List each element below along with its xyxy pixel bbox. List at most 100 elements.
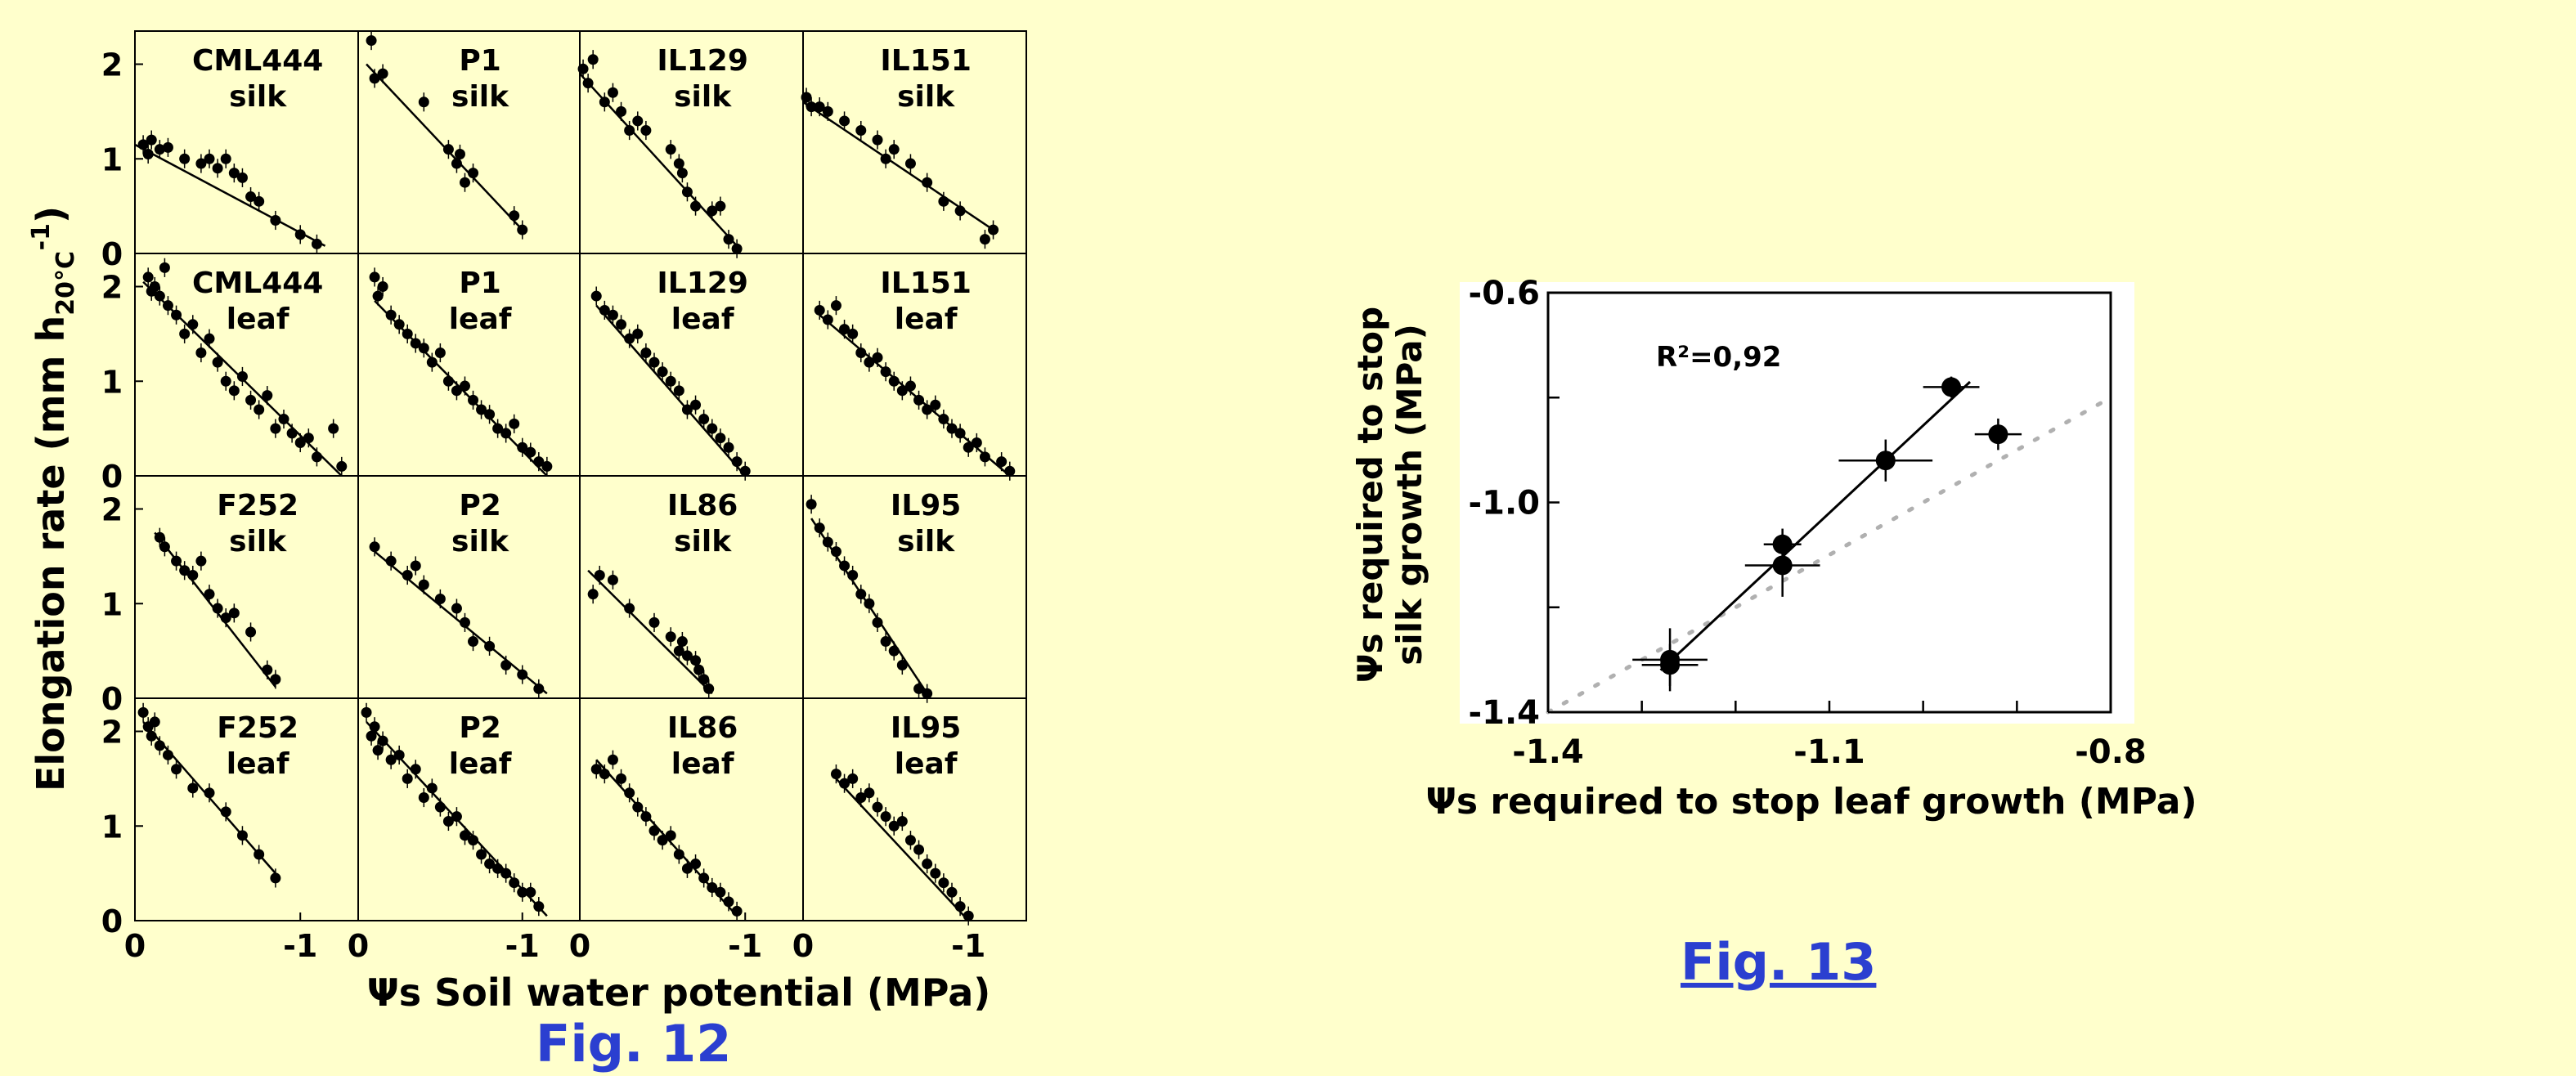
panel-organ-label: silk bbox=[897, 525, 955, 558]
data-point bbox=[179, 153, 191, 164]
panel-organ-label: leaf bbox=[671, 747, 734, 781]
data-point bbox=[681, 186, 693, 198]
data-point bbox=[204, 333, 215, 344]
fig12-y-tick-label: 1 bbox=[101, 141, 123, 177]
data-point bbox=[270, 674, 281, 685]
panel-genotype-label: F252 bbox=[217, 711, 298, 745]
panel-genotype-label: IL86 bbox=[667, 711, 738, 745]
fig13-plot: -1.4 -1.1 -0.8 -0.6 -1.0 -1.4 bbox=[1469, 275, 2147, 771]
data-point bbox=[154, 531, 165, 543]
data-point bbox=[286, 428, 298, 439]
data-point bbox=[361, 706, 372, 718]
data-point bbox=[590, 764, 602, 775]
panel-organ-label: leaf bbox=[671, 303, 734, 336]
data-point bbox=[731, 905, 743, 917]
data-point bbox=[492, 863, 504, 874]
data-point bbox=[938, 414, 949, 425]
data-point bbox=[418, 792, 429, 804]
data-point bbox=[847, 328, 859, 339]
data-point bbox=[996, 456, 1008, 468]
panel-organ-label: leaf bbox=[227, 303, 289, 336]
data-point bbox=[896, 815, 908, 827]
data-point bbox=[410, 560, 421, 572]
panel-genotype-label: CML444 bbox=[192, 267, 323, 300]
panel-organ-label: silk bbox=[229, 525, 287, 558]
data-point bbox=[484, 859, 496, 870]
fig12-x-tick-label: -1 bbox=[505, 928, 540, 964]
fig12-y-tick-label: 2 bbox=[101, 270, 123, 306]
fig13-x-tick-label: -1.1 bbox=[1793, 733, 1865, 771]
data-point bbox=[1004, 465, 1016, 477]
data-point bbox=[500, 428, 512, 439]
data-point bbox=[270, 872, 281, 884]
data-point bbox=[228, 385, 240, 397]
panel-organ-label: silk bbox=[451, 525, 509, 558]
data-point bbox=[665, 375, 676, 387]
fig13-y-tick-label: -1.0 bbox=[1469, 485, 1540, 522]
data-point bbox=[154, 290, 165, 302]
data-point bbox=[880, 153, 891, 164]
data-point bbox=[525, 446, 536, 458]
data-point bbox=[162, 141, 173, 153]
data-point bbox=[451, 811, 462, 823]
data-point bbox=[979, 234, 990, 245]
data-point bbox=[954, 901, 966, 912]
panel-genotype-label: IL129 bbox=[657, 44, 747, 78]
data-point bbox=[162, 749, 173, 760]
fig12-y-tick-label: 1 bbox=[101, 586, 123, 622]
fig12-y-tick-label: 0 bbox=[101, 459, 123, 495]
data-point bbox=[681, 404, 693, 415]
panel-organ-label: leaf bbox=[449, 303, 512, 336]
data-point bbox=[377, 735, 388, 746]
data-point bbox=[328, 423, 339, 434]
data-point bbox=[665, 631, 676, 643]
data-point bbox=[372, 745, 384, 756]
data-point bbox=[822, 536, 833, 548]
panel-organ-label: silk bbox=[674, 525, 732, 558]
data-point bbox=[855, 792, 867, 804]
data-point bbox=[372, 290, 384, 302]
data-point bbox=[179, 565, 191, 576]
data-point bbox=[607, 309, 618, 321]
data-point bbox=[723, 442, 734, 453]
data-point bbox=[278, 414, 289, 425]
fig13-x-axis-label: Ψs required to stop leaf growth (MPa) bbox=[1425, 781, 2197, 823]
data-point bbox=[525, 886, 536, 898]
data-point bbox=[624, 787, 635, 799]
data-point bbox=[847, 570, 859, 581]
data-point bbox=[236, 370, 248, 382]
panel-genotype-label: IL129 bbox=[657, 267, 747, 300]
data-point bbox=[938, 195, 949, 207]
data-point bbox=[533, 456, 545, 468]
data-point bbox=[582, 78, 594, 89]
data-point bbox=[707, 881, 718, 893]
data-point bbox=[822, 314, 833, 325]
data-point bbox=[154, 144, 165, 155]
data-point bbox=[468, 835, 479, 846]
data-point bbox=[377, 281, 388, 293]
data-point bbox=[954, 428, 966, 439]
data-point bbox=[690, 655, 702, 666]
data-point bbox=[500, 868, 512, 879]
data-point bbox=[236, 830, 248, 841]
data-point bbox=[195, 555, 207, 567]
data-point bbox=[142, 271, 154, 283]
data-point bbox=[369, 541, 380, 553]
data-point bbox=[681, 650, 693, 661]
data-point bbox=[451, 158, 462, 169]
data-point bbox=[426, 782, 438, 794]
data-point bbox=[599, 304, 610, 316]
data-point bbox=[254, 404, 265, 415]
fig12-x-tick-label: 0 bbox=[124, 928, 146, 964]
data-point bbox=[451, 603, 462, 614]
data-point bbox=[616, 773, 627, 784]
fig13-data-point bbox=[1660, 655, 1681, 675]
fig13-caption-link[interactable]: Fig. 13 bbox=[1681, 932, 1877, 992]
data-point bbox=[459, 177, 470, 188]
